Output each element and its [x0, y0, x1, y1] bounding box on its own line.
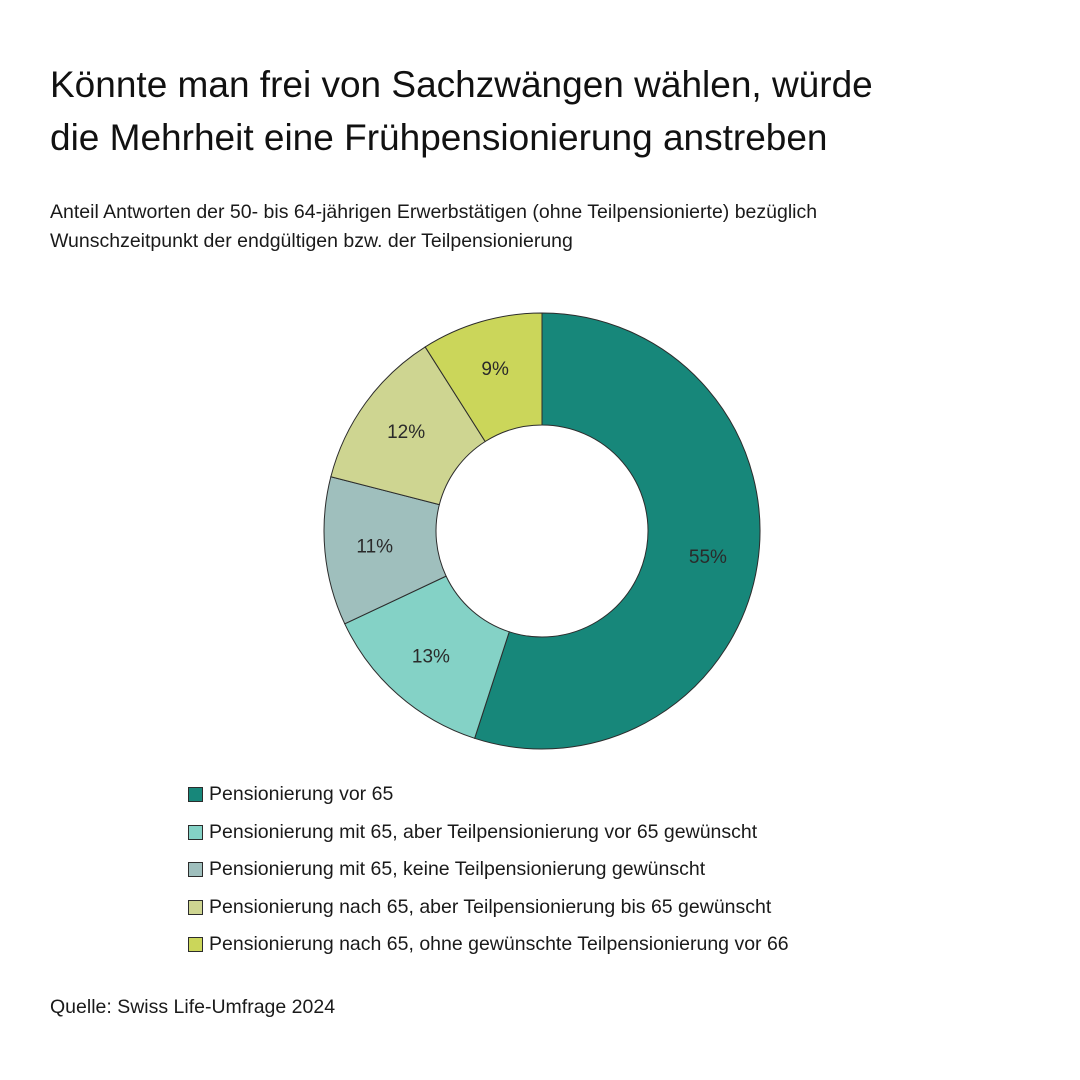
chart-subtitle-line-1: Anteil Antworten der 50- bis 64-jährigen… — [50, 201, 818, 223]
donut-slice-pensionierung-vor-65[interactable] — [474, 312, 761, 750]
legend-label: Pensionierung nach 65, aber Teilpensioni… — [209, 895, 772, 918]
legend-swatch — [188, 824, 203, 840]
chart-title: Könnte man frei von Sachzwängen wählen, … — [50, 58, 1050, 164]
donut-slice-pensionierung-nach-65-ohne-gewuenschte-teilpensionierung-vor-66[interactable] — [424, 312, 543, 443]
chart-subtitle-line-2: Wunschzeitpunkt der endgültigen bzw. der… — [50, 230, 573, 252]
legend-swatch — [188, 862, 203, 878]
chart-title-line-1: Könnte man frei von Sachzwängen wählen, … — [50, 64, 873, 105]
chart-title-line-2: die Mehrheit eine Frühpensionierung anst… — [50, 117, 828, 158]
legend-label: Pensionierung vor 65 — [209, 783, 394, 806]
legend-item[interactable]: Pensionierung mit 65, aber Teilpensionie… — [188, 814, 789, 852]
slice-layer — [323, 312, 761, 750]
legend-item[interactable]: Pensionierung vor 65 — [188, 776, 789, 814]
legend-item[interactable]: Pensionierung nach 65, ohne gewünschte T… — [188, 926, 789, 964]
legend-label: Pensionierung mit 65, keine Teilpensioni… — [209, 858, 706, 881]
legend-item[interactable]: Pensionierung mit 65, keine Teilpensioni… — [188, 851, 789, 889]
legend-swatch — [188, 787, 203, 803]
chart-legend: Pensionierung vor 65 Pensionierung mit 65… — [188, 776, 789, 964]
legend-item[interactable]: Pensionierung nach 65, aber Teilpensioni… — [188, 889, 789, 927]
legend-label: Pensionierung nach 65, ohne gewünschte T… — [209, 933, 789, 956]
legend-swatch — [188, 937, 203, 953]
chart-subtitle: Anteil Antworten der 50- bis 64-jährigen… — [50, 198, 1050, 256]
legend-label: Pensionierung mit 65, aber Teilpensionie… — [209, 820, 758, 843]
source-note: Quelle: Swiss Life-Umfrage 2024 — [50, 996, 336, 1018]
legend-swatch — [188, 899, 203, 915]
